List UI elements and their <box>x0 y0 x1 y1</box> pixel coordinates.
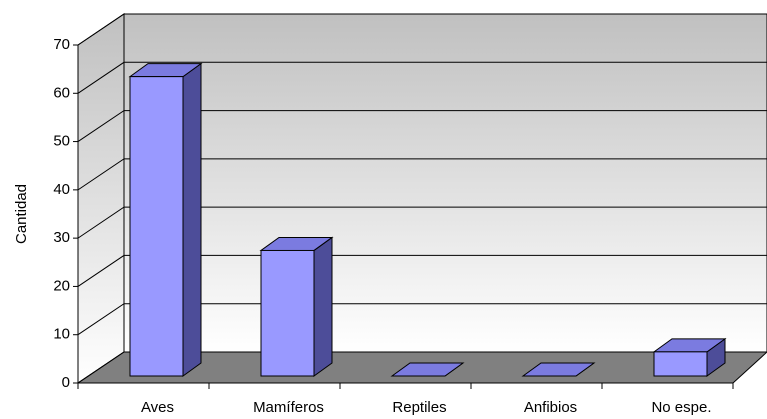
y-tick-label: 50 <box>53 133 70 150</box>
y-tick-label: 60 <box>53 84 70 101</box>
y-tick-label: 70 <box>53 36 70 53</box>
grid-line <box>77 110 767 142</box>
x-tick-label: Anfibios <box>524 399 577 416</box>
side-wall <box>77 13 125 384</box>
grid-line <box>77 254 767 287</box>
y-tick-label: 30 <box>53 229 70 246</box>
grid-line <box>77 351 767 384</box>
grid-line <box>77 206 767 239</box>
bar-front <box>260 249 315 377</box>
bar-top <box>390 362 465 377</box>
bar-top <box>521 362 596 377</box>
grid <box>77 13 767 384</box>
bar <box>652 337 727 377</box>
x-tick-label: Mamíferos <box>253 399 324 416</box>
y-tick-label: 40 <box>53 181 70 198</box>
x-tick-label: Aves <box>141 399 174 416</box>
bar <box>390 362 465 377</box>
grid-line <box>77 13 767 46</box>
grid-line <box>77 158 767 191</box>
bars <box>128 62 727 377</box>
y-tick-label: 0 <box>62 374 70 391</box>
grid-line <box>77 61 767 94</box>
bar <box>259 236 334 377</box>
bar-side <box>313 236 333 377</box>
y-tick-label: 10 <box>53 326 70 343</box>
y-axis-label: Cantidad <box>13 184 30 244</box>
x-tick-label: Reptiles <box>392 399 446 416</box>
bar-side <box>182 62 202 377</box>
grid-line <box>77 303 767 336</box>
bar <box>128 62 203 377</box>
x-tick-label: No espe. <box>651 399 711 416</box>
bar <box>521 362 596 377</box>
bar-front <box>129 76 184 377</box>
bar-front <box>653 351 708 377</box>
back-wall <box>123 13 767 353</box>
y-tick-label: 20 <box>53 277 70 294</box>
